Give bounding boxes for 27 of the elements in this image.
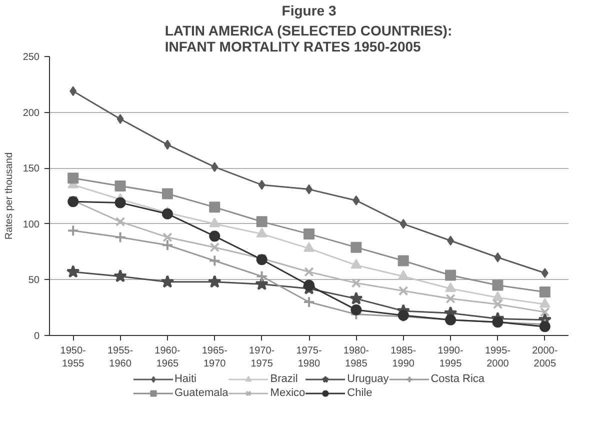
- legend-label: Guatemala: [174, 386, 228, 400]
- x-tick-label: 1965- 1970: [202, 346, 228, 370]
- legend-label: Haiti: [174, 372, 196, 386]
- chart-subtitle: LATIN AMERICA (SELECTED COUNTRIES): INFANT MORTALITY RATES 1950-2005: [164, 22, 452, 54]
- legend-label: Uruguay: [347, 372, 389, 386]
- legend-label: Costa Rica: [430, 372, 485, 386]
- x-tick-label: 1950- 1955: [60, 346, 86, 370]
- legend-label: Chile: [347, 386, 372, 400]
- x-tick-label: 1995- 2000: [484, 346, 511, 370]
- x-tick-label: 1970- 1975: [249, 346, 275, 370]
- y-tick-label: 150: [22, 164, 40, 175]
- legend-label: Mexico: [270, 386, 306, 400]
- y-tick-label: 0: [34, 331, 40, 342]
- y-tick-label: 200: [22, 108, 40, 119]
- legend-label: Brazil: [270, 372, 298, 386]
- x-tick-label: 1985- 1990: [390, 346, 416, 370]
- x-tick-label: 1955- 1960: [107, 346, 134, 370]
- x-tick-label: 1990- 1995: [438, 346, 464, 370]
- x-tick-label: 1980- 1985: [343, 346, 369, 370]
- chart-title: Figure 3: [282, 2, 336, 18]
- y-tick-label: 250: [22, 52, 40, 63]
- y-tick-label: 50: [28, 275, 40, 286]
- x-tick-label: 1975- 1980: [296, 346, 322, 370]
- y-axis-title: Rates per thousand: [4, 152, 15, 240]
- x-tick-label: 2000- 2005: [532, 346, 558, 370]
- x-tick-label: 1960- 1965: [154, 346, 180, 370]
- y-tick-label: 100: [22, 219, 40, 230]
